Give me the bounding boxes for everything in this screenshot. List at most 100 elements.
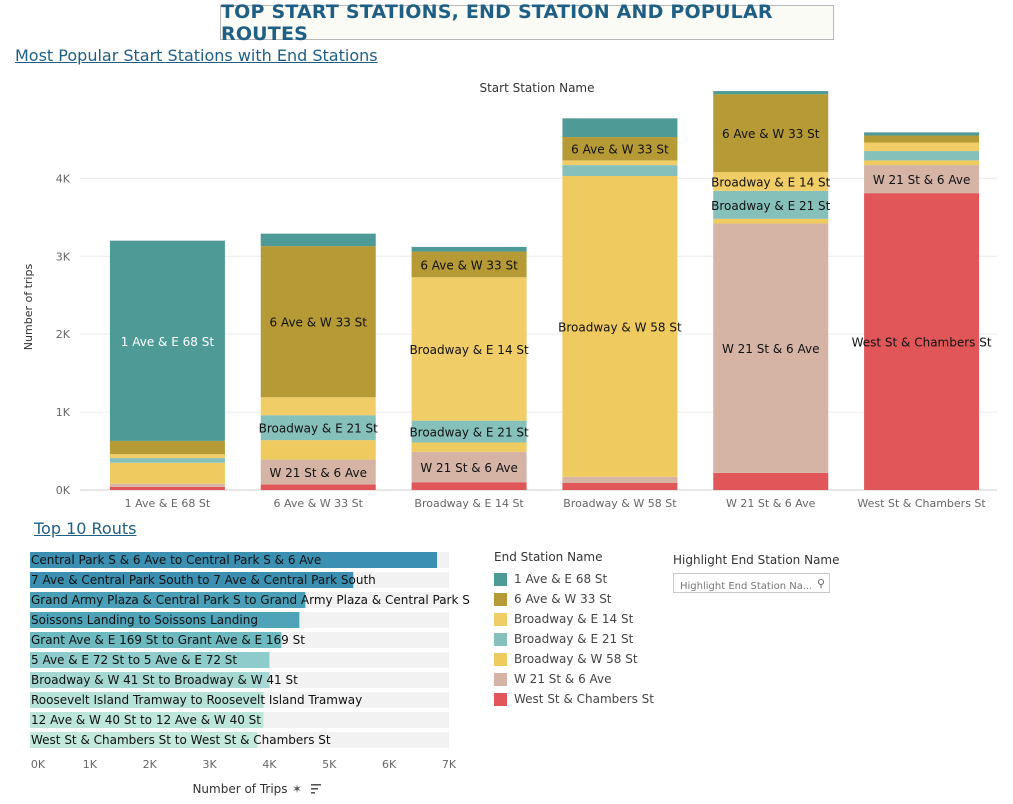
x-tick-label: 2K xyxy=(143,758,158,771)
y-tick-label: 3K xyxy=(56,250,71,263)
y-tick-label: 2K xyxy=(56,328,71,341)
sort-icon-line xyxy=(311,784,321,786)
x-tick-label: W 21 St & 6 Ave xyxy=(726,497,816,510)
search-icon[interactable]: ⚲ xyxy=(816,577,825,590)
bar-segment xyxy=(562,165,678,176)
route-label: 5 Ave & E 72 St to 5 Ave & E 72 St xyxy=(31,653,237,667)
bar-segment xyxy=(411,251,527,278)
legend-item[interactable]: Broadway & E 21 St xyxy=(494,629,654,649)
y-tick-label: 1K xyxy=(56,406,71,419)
bar-segment xyxy=(260,415,376,441)
bar-segment xyxy=(562,482,678,490)
highlight-end-station: Highlight End Station Name ⚲ xyxy=(673,553,840,596)
bar-segment xyxy=(562,160,678,166)
data-label: Broadway & E 14 St xyxy=(711,175,831,189)
x-tick-label: 7K xyxy=(442,758,457,771)
pin-icon[interactable]: ✶ xyxy=(292,782,302,796)
bar-segment xyxy=(260,233,376,247)
bar-segment xyxy=(562,175,678,477)
data-label: West St & Chambers St xyxy=(852,336,992,350)
bar-segment xyxy=(562,137,678,161)
bar-segment xyxy=(864,193,980,490)
bar-segment xyxy=(713,94,829,173)
x-tick-label: 1K xyxy=(83,758,98,771)
x-tick-label: Broadway & W 58 St xyxy=(563,497,677,510)
route-label: Grand Army Plaza & Central Park S to Gra… xyxy=(31,593,470,607)
data-label: 1 Ave & E 68 St xyxy=(121,335,215,349)
legend-item[interactable]: 1 Ave & E 68 St xyxy=(494,569,654,589)
data-label: Broadway & E 14 St xyxy=(409,343,529,357)
route-label: 7 Ave & Central Park South to 7 Ave & Ce… xyxy=(31,573,376,587)
data-label: 6 Ave & W 33 St xyxy=(420,258,518,272)
bar-segment xyxy=(109,454,225,459)
route-bar xyxy=(30,652,270,668)
legend-item[interactable]: Broadway & W 58 St xyxy=(494,649,654,669)
legend-item[interactable]: W 21 St & 6 Ave xyxy=(494,669,654,689)
bar-segment xyxy=(864,160,980,166)
dashboard-title: TOP START STATIONS, END STATION AND POPU… xyxy=(220,1,834,45)
route-label: Roosevelt Island Tramway to Roosevelt Is… xyxy=(31,693,362,707)
highlight-input[interactable] xyxy=(674,577,829,596)
sort-icon[interactable] xyxy=(311,784,321,794)
top-routes-bar-chart: Central Park S & 6 Ave to Central Park S… xyxy=(30,552,470,796)
legend-swatch xyxy=(494,672,507,686)
bar-segment xyxy=(864,151,980,161)
bar-segment xyxy=(562,476,678,483)
data-label: W 21 St & 6 Ave xyxy=(269,466,367,480)
bar-segment xyxy=(864,135,980,143)
legend-label: W 21 St & 6 Ave xyxy=(514,672,612,686)
end-station-legend: End Station Name 1 Ave & E 68 St 6 Ave & … xyxy=(494,550,654,709)
legend-item[interactable]: 6 Ave & W 33 St xyxy=(494,589,654,609)
route-bar xyxy=(30,572,354,588)
legend-item[interactable]: Broadway & E 14 St xyxy=(494,609,654,629)
chart-title: Start Station Name xyxy=(479,81,594,95)
x-tick-label: 0K xyxy=(31,758,46,771)
bar-segment xyxy=(109,440,225,455)
highlight-input-wrap: ⚲ xyxy=(673,573,830,596)
bar-segment xyxy=(411,246,527,252)
y-tick-label: 0K xyxy=(56,484,71,497)
sort-icon-line xyxy=(311,788,318,790)
bar-segment xyxy=(109,458,225,463)
data-label: W 21 St & 6 Ave xyxy=(420,461,518,475)
bar-segment xyxy=(109,462,225,484)
bar-segment xyxy=(713,472,829,490)
route-label: West St & Chambers St to West St & Chamb… xyxy=(31,733,331,747)
sort-icon-line xyxy=(311,792,315,794)
section-title-start-stations[interactable]: Most Popular Start Stations with End Sta… xyxy=(15,46,378,65)
x-tick-label: 3K xyxy=(202,758,217,771)
legend-swatch xyxy=(494,592,507,606)
legend-swatch xyxy=(494,692,507,706)
x-tick-label: West St & Chambers St xyxy=(857,497,986,510)
bar-segment xyxy=(109,483,225,487)
section-title-top-routes[interactable]: Top 10 Routs xyxy=(34,519,137,538)
bar-segment xyxy=(109,240,225,441)
x-tick-label: 5K xyxy=(322,758,337,771)
data-label: W 21 St & 6 Ave xyxy=(722,342,820,356)
bar-segment xyxy=(562,118,678,138)
data-label: 6 Ave & W 33 St xyxy=(269,316,367,330)
bar-segment xyxy=(864,165,980,194)
x-tick-label: 4K xyxy=(262,758,277,771)
x-tick-label: 6 Ave & W 33 St xyxy=(274,497,364,510)
data-label: Broadway & E 21 St xyxy=(711,199,831,213)
x-tick-label: Broadway & E 14 St xyxy=(414,497,524,510)
bar-segment xyxy=(411,482,527,490)
route-bar xyxy=(30,712,264,728)
legend-item[interactable]: West St & Chambers St xyxy=(494,689,654,709)
route-bar xyxy=(30,692,264,708)
legend-label: Broadway & E 21 St xyxy=(514,632,634,646)
bar-segment xyxy=(260,397,376,416)
route-bar xyxy=(30,552,438,568)
bar-segment xyxy=(411,277,527,421)
bar-segment xyxy=(713,223,829,473)
legend-swatch xyxy=(494,612,507,626)
bar-segment xyxy=(864,142,980,152)
route-label: Central Park S & 6 Ave to Central Park S… xyxy=(31,553,321,567)
bar-segment xyxy=(260,440,376,460)
legend-swatch xyxy=(494,652,507,666)
legend-swatch xyxy=(494,572,507,586)
highlight-title: Highlight End Station Name xyxy=(673,553,840,567)
bar-segment xyxy=(109,486,225,490)
legend-label: West St & Chambers St xyxy=(514,692,654,706)
